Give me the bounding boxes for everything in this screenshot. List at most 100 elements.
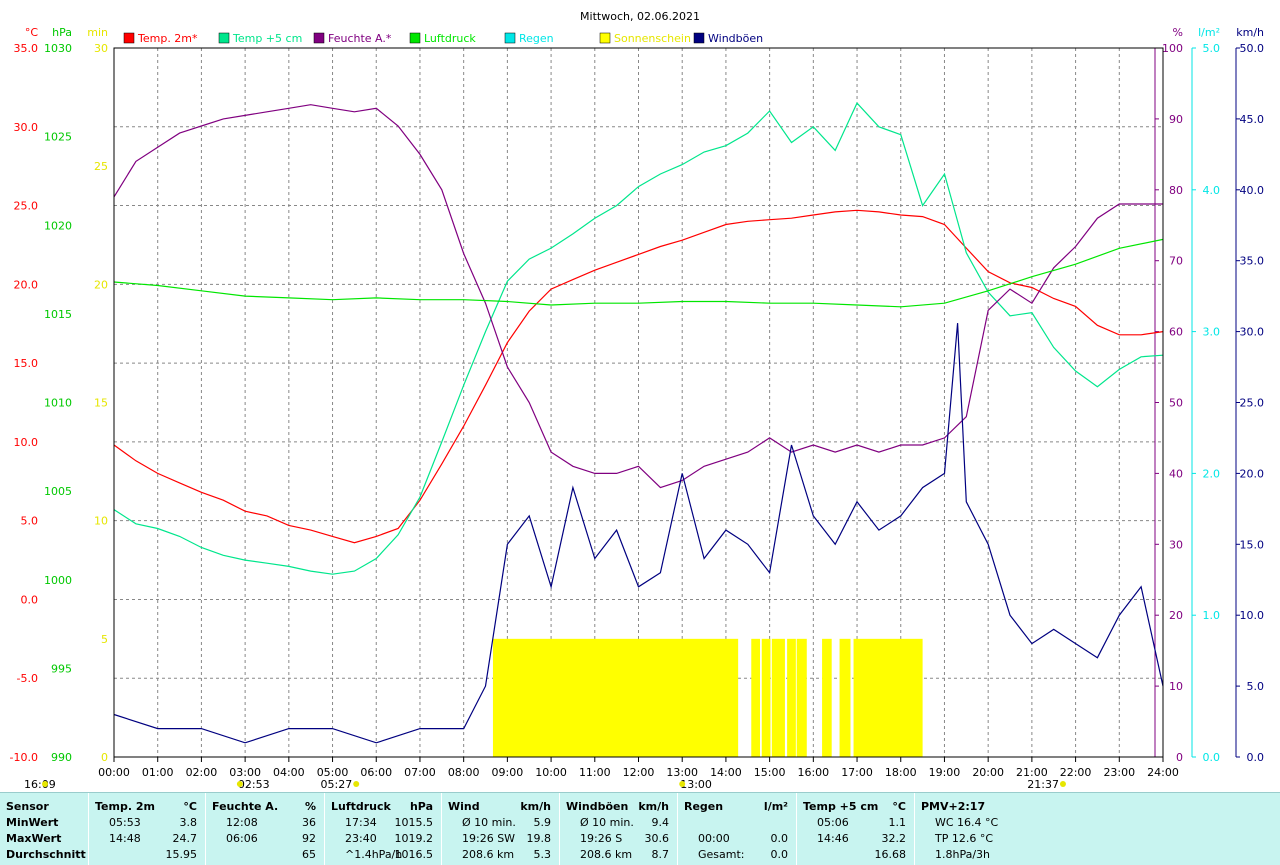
- chart-title: Mittwoch, 02.06.2021: [580, 10, 700, 23]
- x-axis-tick-label: 11:00: [579, 766, 611, 779]
- axis-tick-label: 30: [1169, 538, 1183, 551]
- axis-tick-label: 2.0: [1203, 467, 1221, 480]
- legend-label: Temp +5 cm: [232, 32, 302, 45]
- axis-tick-label: 80: [1169, 184, 1183, 197]
- stats-cell-value: 3.8: [179, 816, 198, 829]
- stats-header: Feuchte A.: [212, 800, 279, 813]
- axis-tick-label: 4.0: [1203, 184, 1221, 197]
- time-marker-dot: [1059, 781, 1066, 787]
- x-axis-tick-label: 05:00: [317, 766, 349, 779]
- sunshine-bar: [751, 638, 761, 757]
- stats-cell-value: 32.2: [881, 832, 907, 845]
- stats-cell-label: 00:00: [698, 832, 730, 845]
- stats-cell-label: 208.6 km: [462, 848, 515, 861]
- axis-unit-label: min: [87, 26, 108, 39]
- axis-tick-label: 1025: [44, 131, 72, 144]
- axis-tick-label: 70: [1169, 255, 1183, 268]
- axis-unit-label: km/h: [1236, 26, 1264, 39]
- series-line-2: [113, 104, 1163, 489]
- axis-tick-label: 10: [94, 515, 108, 528]
- weather-chart: Mittwoch, 02.06.2021 Temp. 2m* Temp +5 cm F…: [10, 10, 1265, 791]
- axis-tick-label: 30.0: [1240, 326, 1265, 339]
- axis-tick-label: 1010: [44, 397, 72, 410]
- stats-cell-label: 208.6 km: [580, 848, 633, 861]
- legend-swatch: [693, 32, 705, 44]
- stats-header: Windböen: [566, 800, 629, 813]
- stats-cell-value: 0.0: [770, 832, 789, 845]
- series-line-0: [113, 209, 1164, 544]
- stats-cell-label: 05:53: [109, 816, 141, 829]
- stats-column: Regen l/m² 00:00 0.0 Gesamt: 0.0: [677, 793, 796, 865]
- axis-tick-label: 5.0: [1203, 42, 1221, 55]
- legend-swatch: [313, 32, 325, 44]
- axis-tick-label: 30.0: [14, 121, 39, 134]
- x-axis-tick-label: 13:00: [666, 766, 698, 779]
- axis-tick-label: 25.0: [14, 200, 39, 213]
- series-line-3: [113, 238, 1164, 308]
- x-axis-tick-label: 23:00: [1103, 766, 1135, 779]
- sunshine-bar: [492, 638, 739, 757]
- x-axis-tick-label: 15:00: [754, 766, 786, 779]
- stats-header-unit: %: [304, 800, 316, 813]
- axis-tick-label: 60: [1169, 326, 1183, 339]
- legend-swatch: [599, 32, 611, 44]
- legend-label: Regen: [519, 32, 554, 45]
- axis-tick-label: 1005: [44, 485, 72, 498]
- axis-tick-label: 3.0: [1203, 326, 1221, 339]
- x-axis-tick-label: 16:00: [797, 766, 829, 779]
- axis-tick-label: 35.0: [14, 42, 39, 55]
- legend-label: Luftdruck: [424, 32, 476, 45]
- stats-cell-label: MinWert: [6, 816, 59, 829]
- stats-header: Temp. 2m: [95, 800, 155, 813]
- axis-tick-label: 10: [1169, 680, 1183, 693]
- axis-tick-label: 0.0: [21, 593, 39, 606]
- stats-cell-value: 92: [302, 832, 316, 845]
- stats-cell-value: 30.6: [644, 832, 670, 845]
- stats-column: Luftdruck hPa 17:34 1015.5 23:40 1019.2 ^1.4hP…: [324, 793, 441, 865]
- stats-cell-value: 15.95: [165, 848, 198, 861]
- axis-tick-label: 30: [94, 42, 108, 55]
- stats-column: Wind km/h Ø 10 min. 5.9 19:26 SW 19.8 208.6 km…: [441, 793, 559, 865]
- stats-cell-value: 1019.2: [394, 832, 434, 845]
- x-axis-tick-label: 12:00: [623, 766, 655, 779]
- time-marker-label: 21:37: [1027, 778, 1059, 791]
- x-axis-tick-label: 17:00: [841, 766, 873, 779]
- time-marker-label: 13:00: [680, 778, 712, 791]
- legend-label: Temp. 2m*: [137, 32, 198, 45]
- axis-tick-label: 20: [1169, 609, 1183, 622]
- legend-swatch: [409, 32, 421, 44]
- stats-column: Temp +5 cm °C 05:06 1.1 14:46 32.2 16.68: [796, 793, 914, 865]
- sunshine-bar: [822, 638, 832, 757]
- x-axis-tick-label: 00:00: [98, 766, 130, 779]
- stats-cell-value: 1.1: [888, 816, 907, 829]
- x-axis-tick-label: 07:00: [404, 766, 436, 779]
- axis-tick-label: 5.0: [21, 515, 39, 528]
- axis-tick-label: 0: [101, 751, 108, 764]
- x-axis-tick-label: 22:00: [1060, 766, 1092, 779]
- stats-column: Feuchte A.% 12:08 36 06:06 92 65: [205, 793, 324, 865]
- stats-cell-value: 24.7: [172, 832, 198, 845]
- series-line-1: [113, 102, 1164, 575]
- sunshine-bar: [839, 638, 851, 757]
- stats-header: Luftdruck: [331, 800, 391, 813]
- stats-cell-label: Durchschnitt: [6, 848, 86, 861]
- sunshine-bar: [796, 638, 807, 757]
- sunshine-bar: [787, 638, 796, 757]
- x-axis-tick-label: 19:00: [929, 766, 961, 779]
- axis-tick-label: 995: [51, 662, 72, 675]
- legend-swatch: [123, 32, 135, 44]
- x-axis-tick-label: 02:00: [186, 766, 218, 779]
- stats-cell-value: 5.3: [533, 848, 552, 861]
- axis-tick-label: 25.0: [1240, 397, 1265, 410]
- x-axis-tick-label: 21:00: [1016, 766, 1048, 779]
- x-axis-tick-label: 20:00: [972, 766, 1004, 779]
- axis-tick-label: 0.0: [1203, 751, 1221, 764]
- stats-cell-label: 14:46: [817, 832, 849, 845]
- axis-tick-label: -5.0: [17, 672, 38, 685]
- axis-tick-label: -10.0: [10, 751, 38, 764]
- axis-tick-label: 15.0: [1240, 538, 1265, 551]
- axis-unit-label: %: [1173, 26, 1183, 39]
- stats-column: PMV+2:17 WC 16.4 °C TP 12.6 °C 1.8hPa/3h: [914, 793, 1280, 865]
- stats-header-unit: °C: [892, 800, 906, 813]
- stats-cell-label: 14:48: [109, 832, 141, 845]
